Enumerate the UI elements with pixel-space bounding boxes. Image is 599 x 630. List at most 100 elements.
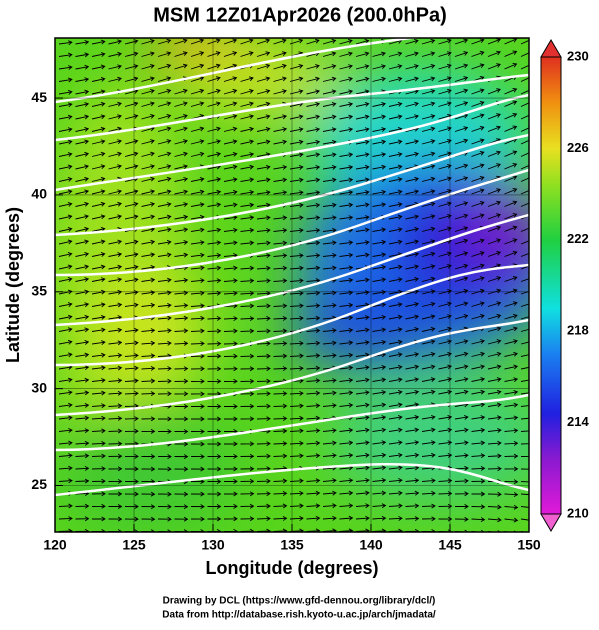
wind-arrow [339,327,354,333]
wind-arrow [504,175,518,182]
wind-arrow [207,151,222,157]
wind-arrow [124,453,139,459]
wind-arrow [256,265,271,271]
wind-arrow [174,491,189,497]
wind-arrow [471,466,486,471]
wind-arrow [405,76,419,82]
wind-arrow [91,403,106,409]
wind-arrow [190,341,205,347]
wind-arrow [141,76,155,82]
wind-arrow [504,213,518,220]
wind-arrow [322,403,337,408]
wind-arrow [174,176,189,182]
wind-arrow [471,427,486,433]
wind-arrow [75,314,90,320]
wind-arrow [339,164,354,170]
wind-arrow [207,101,221,107]
wind-arrow [306,89,320,95]
wind-arrow [58,503,73,509]
wind-arrow [240,441,255,447]
wind-arrow [240,190,255,195]
wind-arrow [322,114,337,120]
wind-arrow [421,151,436,157]
wind-arrow [58,339,73,345]
wind-arrow [108,340,123,346]
wind-arrow [141,391,156,397]
wind-arrow [405,377,420,383]
wind-arrow [223,76,238,82]
wind-arrow [174,126,188,132]
wind-arrow [355,515,370,521]
wind-arrow [306,127,321,133]
wind-arrow [207,51,221,57]
wind-arrow [520,379,529,382]
wind-arrow [388,64,403,70]
wind-arrow [372,415,387,420]
wind-arrow [157,101,172,107]
wind-arrow [306,265,321,271]
wind-arrow [487,276,502,282]
wind-arrow [355,76,370,82]
wind-arrow [75,440,90,446]
wind-arrow [207,177,222,182]
wind-arrow [256,353,271,359]
wind-arrow [273,278,288,284]
wind-arrow [157,51,172,57]
wind-arrow [124,151,139,157]
wind-arrow [91,89,106,95]
wind-arrow [372,227,387,233]
wind-arrow [58,427,73,433]
wind-arrow [471,125,485,132]
wind-arrow [141,454,156,459]
wind-arrow [141,516,156,522]
wind-arrow [355,315,370,321]
wind-arrow [124,101,139,107]
wind-arrow [190,38,205,45]
wind-arrow [471,150,485,157]
wind-arrow [141,101,155,107]
wind-arrow [471,138,485,145]
wind-arrow [273,89,287,95]
wind-arrow [322,51,337,57]
wind-arrow [372,390,387,395]
wind-arrow [421,427,436,433]
wind-arrow [124,239,139,245]
wind-arrow [372,440,387,446]
wind-arrow [438,326,452,332]
wind-arrow [157,328,172,334]
wind-arrow [504,377,519,383]
wind-arrow [438,301,452,307]
wind-arrow [108,516,123,522]
wind-arrow [174,113,188,120]
wind-arrow [454,138,469,145]
wind-arrow [240,416,255,422]
wind-arrow [108,76,122,82]
wind-arrow [91,164,106,170]
wind-arrow [75,352,90,358]
wind-arrow [438,377,453,382]
wind-arrow [372,239,387,245]
wind-arrow [372,503,387,509]
wind-arrow [273,228,288,233]
wind-arrow [174,151,188,157]
wind-arrow [520,303,529,307]
wind-arrow [372,76,386,82]
wind-arrow [388,51,403,57]
wind-arrow [223,316,238,321]
wind-arrow [471,377,486,382]
wind-arrow [58,465,73,471]
wind-arrow [124,416,139,422]
wind-arrow [223,416,238,422]
wind-arrow [273,403,288,409]
colorbar-max-triangle [540,39,562,58]
wind-arrow [91,503,106,509]
wind-arrow [157,340,172,346]
wind-arrow [388,139,403,145]
wind-arrow [405,101,419,107]
wind-arrow [174,88,188,95]
wind-arrow [487,88,501,95]
wind-arrow [141,201,156,207]
wind-arrow [174,416,189,422]
wind-arrow [108,504,123,509]
wind-arrow [520,278,529,282]
